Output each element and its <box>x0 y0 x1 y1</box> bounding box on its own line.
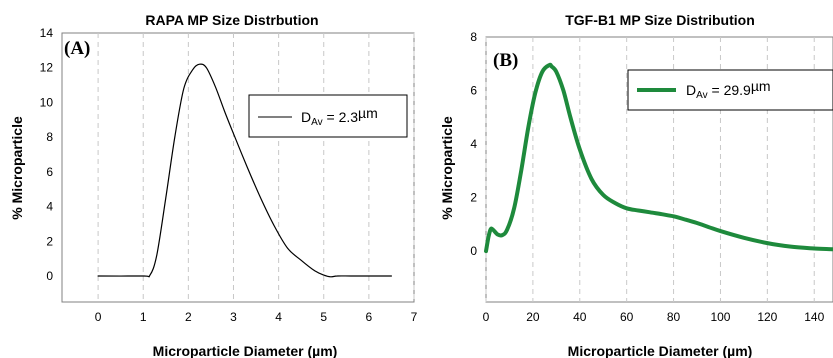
x-tick-label-a: 3 <box>230 310 237 324</box>
x-tick-label-b: 40 <box>573 310 587 324</box>
legend-a: DAv = 2.3µm <box>248 94 408 138</box>
y-tick-label-a: 2 <box>46 234 53 248</box>
y-tick-label-a: 0 <box>46 269 53 283</box>
y-tick-label-a: 8 <box>46 130 53 144</box>
y-tick-label-a: 4 <box>46 200 53 214</box>
plot-area-a <box>61 32 415 303</box>
y-axis-label-b: % Microparticle <box>439 116 455 220</box>
chart-panel-b: TGF-B1 MP Size Distribution 0 2 4 6 8 0 20 40 6… <box>439 12 833 358</box>
legend-label-b: DAv = 29.9µm <box>686 78 771 101</box>
y-tick-label-a: 10 <box>40 95 54 109</box>
chart-title-b: TGF-B1 MP Size Distribution <box>565 12 755 28</box>
legend-label-a: DAv = 2.3µm <box>301 105 378 128</box>
grid-a <box>97 33 415 302</box>
legend-box-a <box>248 94 408 138</box>
x-tick-label-a: 2 <box>185 310 192 324</box>
y-ticks-b: 0 2 4 6 8 <box>470 30 477 258</box>
y-tick-label-b: 0 <box>470 244 477 258</box>
x-tick-label-b: 140 <box>804 310 824 324</box>
series-line-b <box>484 62 833 254</box>
panel-label-a: (A) <box>64 38 90 59</box>
x-tick-label-b: 120 <box>757 310 777 324</box>
y-tick-label-a: 14 <box>40 26 54 40</box>
x-axis-label-a: Microparticle Diameter (µm) <box>153 343 338 358</box>
y-tick-label-b: 2 <box>470 191 477 205</box>
x-tick-label-a: 4 <box>275 310 282 324</box>
legend-b: DAv = 29.9µm <box>627 69 833 111</box>
x-tick-label-a: 1 <box>140 310 147 324</box>
x-tick-label-b: 80 <box>667 310 681 324</box>
y-tick-label-b: 6 <box>470 84 477 98</box>
x-tick-label-b: 20 <box>526 310 540 324</box>
y-tick-label-a: 6 <box>46 165 53 179</box>
x-tick-label-b: 0 <box>483 310 490 324</box>
y-tick-label-a: 12 <box>40 61 54 75</box>
panel-label-b: (B) <box>493 50 518 71</box>
x-tick-label-a: 0 <box>95 310 102 324</box>
y-axis-label-a: % Microparticle <box>9 116 25 220</box>
x-tick-label-b: 100 <box>710 310 730 324</box>
x-tick-label-a: 5 <box>320 310 327 324</box>
y-tick-label-b: 8 <box>470 30 477 44</box>
y-ticks-a: 0 2 4 6 8 10 12 14 <box>40 26 54 283</box>
plot-area-b <box>485 36 833 303</box>
x-ticks-b: 0 20 40 60 80 100 120 140 <box>483 310 825 324</box>
x-tick-label-b: 60 <box>620 310 634 324</box>
x-axis-label-b: Microparticle Diameter (µm) <box>568 343 753 358</box>
x-ticks-a: 0 1 2 3 4 5 6 7 <box>95 310 418 324</box>
x-tick-label-a: 6 <box>366 310 373 324</box>
chart-title-a: RAPA MP Size Distrbution <box>145 12 318 28</box>
series-line-a <box>97 63 392 278</box>
grid-b <box>485 37 815 302</box>
y-tick-label-b: 4 <box>470 137 477 151</box>
x-tick-label-a: 7 <box>411 310 418 324</box>
